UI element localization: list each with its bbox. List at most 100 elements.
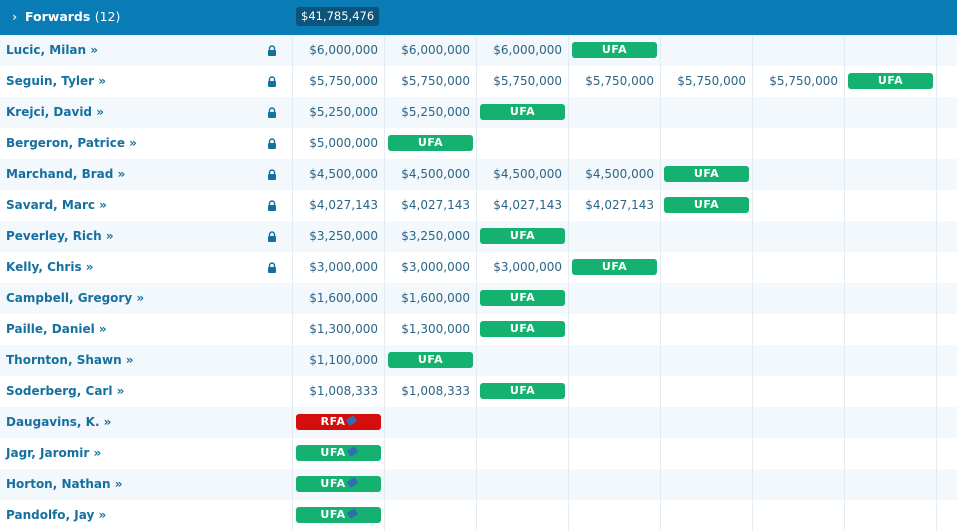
ufa-badge[interactable]: UFA xyxy=(480,104,565,120)
contract-cell: UFA xyxy=(476,283,568,314)
table-row: Daugavins, K. » RFA xyxy=(0,407,957,438)
ufa-badge[interactable]: UFA xyxy=(664,166,749,182)
player-name-link[interactable]: Kelly, Chris » xyxy=(6,260,94,274)
player-name-link[interactable]: Paille, Daniel » xyxy=(6,322,107,336)
contract-cell: UFA xyxy=(384,345,476,376)
salary-value: $1,300,000 xyxy=(401,322,470,336)
player-name-link[interactable]: Jagr, Jaromir » xyxy=(6,446,102,460)
salary-value: $5,750,000 xyxy=(769,74,838,88)
ufa-badge[interactable]: UFA xyxy=(572,259,657,275)
contract-cell xyxy=(384,500,476,531)
contract-cell xyxy=(936,407,957,438)
contract-cell: $6,000,000 xyxy=(476,35,568,66)
contract-cell xyxy=(476,500,568,531)
ufa-badge[interactable]: UFA xyxy=(480,383,565,399)
contract-cell: UFA xyxy=(660,190,752,221)
player-name-link[interactable]: Seguin, Tyler » xyxy=(6,74,106,88)
contract-cell: $1,008,333 xyxy=(292,376,384,407)
ufa-badge[interactable]: UFA xyxy=(480,290,565,306)
badge-label: UFA xyxy=(693,198,720,211)
table-row: Paille, Daniel » $1,300,000 $1,300,000 UFA xyxy=(0,314,957,345)
ufa-badge[interactable]: UFA xyxy=(572,42,657,58)
player-name-link[interactable]: Peverley, Rich » xyxy=(6,229,114,243)
player-name-link[interactable]: Horton, Nathan » xyxy=(6,477,123,491)
contract-cell xyxy=(752,314,844,345)
table-row: Marchand, Brad » $4,500,000 $4,500,000 $4,5… xyxy=(0,159,957,190)
player-name-link[interactable]: Bergeron, Patrice » xyxy=(6,136,137,150)
contract-cell xyxy=(936,469,957,500)
badge-label: UFA xyxy=(417,136,444,149)
salary-value: $3,250,000 xyxy=(401,229,470,243)
contract-cell: $4,500,000 xyxy=(476,159,568,190)
contract-cell: $1,600,000 xyxy=(292,283,384,314)
contract-cell xyxy=(752,128,844,159)
player-name-link[interactable]: Marchand, Brad » xyxy=(6,167,126,181)
player-name-link[interactable]: Lucic, Milan » xyxy=(6,43,99,57)
contract-cell: UFA xyxy=(660,159,752,190)
salary-value: $4,500,000 xyxy=(309,167,378,181)
player-name-link[interactable]: Soderberg, Carl » xyxy=(6,384,125,398)
contract-cell xyxy=(568,283,660,314)
rfa-badge[interactable]: RFA xyxy=(296,414,381,430)
contract-cell xyxy=(752,469,844,500)
contract-cell: RFA xyxy=(292,407,384,438)
table-row: Jagr, Jaromir » UFA xyxy=(0,438,957,469)
player-name-link[interactable]: Campbell, Gregory » xyxy=(6,291,145,305)
contract-cell xyxy=(660,35,752,66)
contract-cell xyxy=(568,407,660,438)
contract-cell: $3,250,000 xyxy=(384,221,476,252)
section-title-label: Forwards xyxy=(25,9,91,24)
ufa-badge[interactable]: UFA xyxy=(388,135,473,151)
player-name-link[interactable]: Savard, Marc » xyxy=(6,198,107,212)
contract-cell: UFA xyxy=(476,97,568,128)
contract-cell xyxy=(660,345,752,376)
ufa-badge[interactable]: UFA xyxy=(296,507,381,523)
player-name-link[interactable]: Krejci, David » xyxy=(6,105,104,119)
contract-cell xyxy=(844,35,936,66)
section-title[interactable]: › Forwards (12) xyxy=(12,0,120,35)
lock-icon xyxy=(267,76,277,87)
contract-cell: UFA xyxy=(476,376,568,407)
player-name-link[interactable]: Thornton, Shawn » xyxy=(6,353,134,367)
badge-label: UFA xyxy=(877,74,904,87)
chevron-right-icon[interactable]: › xyxy=(12,9,18,24)
ufa-badge[interactable]: UFA xyxy=(296,445,381,461)
ufa-badge[interactable]: UFA xyxy=(480,228,565,244)
contract-cell: UFA xyxy=(844,66,936,97)
badge-label: RFA xyxy=(320,415,346,428)
salary-value: $1,600,000 xyxy=(401,291,470,305)
contract-cell xyxy=(568,376,660,407)
contract-cell xyxy=(752,35,844,66)
contract-cell: $5,750,000 xyxy=(752,66,844,97)
ufa-badge[interactable]: UFA xyxy=(848,73,933,89)
forwards-header[interactable]: › Forwards (12) $41,785,476 xyxy=(0,0,957,35)
contract-cell xyxy=(936,283,957,314)
salary-value: $6,000,000 xyxy=(401,43,470,57)
contract-cell xyxy=(660,128,752,159)
contract-cell xyxy=(660,376,752,407)
tag-icon xyxy=(346,415,358,426)
contract-cell xyxy=(568,221,660,252)
ufa-badge[interactable]: UFA xyxy=(664,197,749,213)
contract-cell xyxy=(936,159,957,190)
contract-cell xyxy=(660,314,752,345)
player-rows: Lucic, Milan » $6,000,000 $6,000,000 $6,000… xyxy=(0,35,957,531)
ufa-badge[interactable]: UFA xyxy=(388,352,473,368)
contract-cell xyxy=(476,469,568,500)
player-name-link[interactable]: Daugavins, K. » xyxy=(6,415,112,429)
contract-cell: $1,100,000 xyxy=(292,345,384,376)
contract-cell xyxy=(844,407,936,438)
contract-cell xyxy=(752,438,844,469)
salary-value: $6,000,000 xyxy=(309,43,378,57)
ufa-badge[interactable]: UFA xyxy=(480,321,565,337)
ufa-badge[interactable]: UFA xyxy=(296,476,381,492)
contract-cell xyxy=(936,376,957,407)
contract-cell: $4,027,143 xyxy=(384,190,476,221)
contract-cell xyxy=(936,438,957,469)
table-row: Lucic, Milan » $6,000,000 $6,000,000 $6,000… xyxy=(0,35,957,66)
badge-label: UFA xyxy=(320,477,346,490)
contract-cell: $4,500,000 xyxy=(384,159,476,190)
badge-label: UFA xyxy=(509,384,536,397)
player-name-link[interactable]: Pandolfo, Jay » xyxy=(6,508,107,522)
